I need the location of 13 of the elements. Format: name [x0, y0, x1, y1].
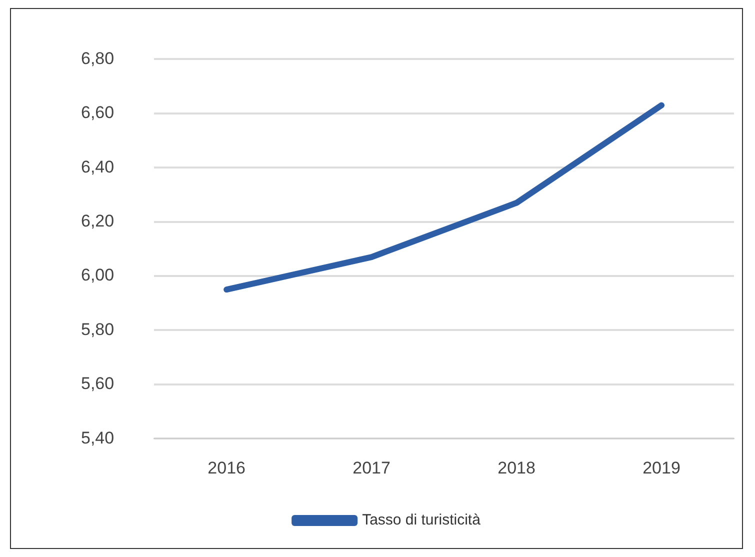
y-tick-label: 6,80	[80, 48, 114, 68]
legend-label: Tasso di turisticità	[362, 512, 482, 529]
y-tick-label: 5,40	[80, 428, 114, 448]
y-tick-label: 6,00	[80, 266, 114, 285]
x-tick-label: 2019	[642, 458, 680, 478]
y-tick-label: 6,40	[80, 157, 114, 176]
y-tick-label: 5,80	[80, 320, 114, 339]
x-tick-label: 2018	[498, 458, 536, 478]
x-tick-label: 2016	[208, 458, 246, 478]
x-tick-label: 2017	[352, 458, 390, 478]
y-tick-label: 5,60	[80, 374, 114, 394]
y-tick-label: 6,20	[80, 211, 114, 230]
y-tick-label: 6,60	[80, 103, 114, 122]
